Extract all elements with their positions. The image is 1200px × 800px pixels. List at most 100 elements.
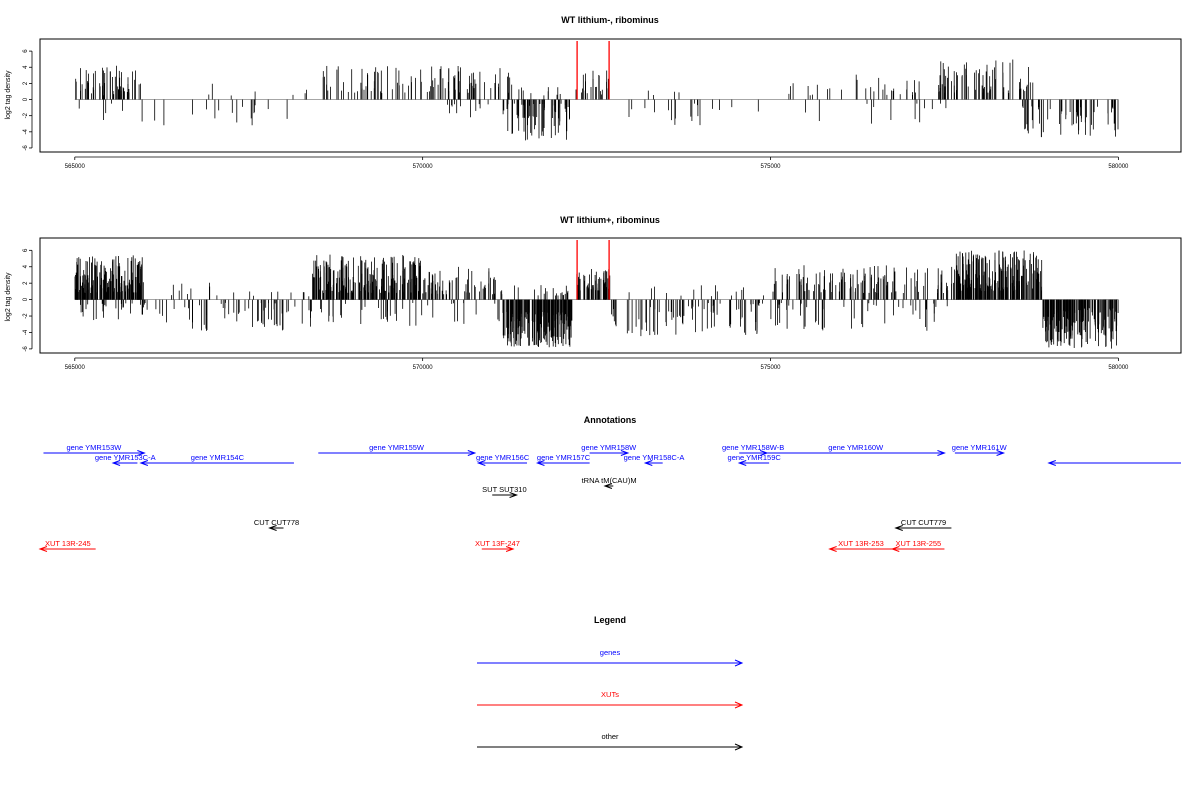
y-tick-label: 2 <box>23 281 29 285</box>
annotation-feature: gene YMR160W <box>767 443 946 456</box>
annotation-feature: gene YMR158W <box>581 443 637 456</box>
annotations-title: Annotations <box>584 415 637 425</box>
x-tick-label: 565000 <box>65 164 86 170</box>
panel-2-bars <box>74 240 1119 349</box>
legend-arrowhead <box>734 743 744 751</box>
feature-label: gene YMR157C <box>537 453 591 462</box>
feature-arrowhead <box>828 546 837 552</box>
panel-1-bars <box>74 41 1119 141</box>
x-tick-label: 575000 <box>761 365 782 371</box>
legend-items: genes XUTs other <box>477 648 744 751</box>
legend-label: genes <box>600 648 621 657</box>
feature-label: SUT SUT310 <box>482 485 526 494</box>
annotation-feature: XUT 13F-247 <box>475 539 520 552</box>
annotation-feature: gene YMR153C-A <box>95 453 156 466</box>
x-tick-label: 575000 <box>761 164 782 170</box>
feature-arrowhead <box>509 492 519 498</box>
annotation-feature: gene YMR157C <box>535 453 591 466</box>
y-tick-label: 0 <box>23 297 29 301</box>
y-tick-label: 6 <box>23 49 29 53</box>
feature-label: gene YMR153W <box>66 443 122 452</box>
feature-label: gene YMR158W <box>581 443 637 452</box>
panel-2-axes: -6 -4 -2 0 2 4 6 565000 570000 575000 580000 <box>23 248 1129 371</box>
feature-arrowhead <box>996 450 1006 456</box>
panel-2-frame <box>39 237 1182 354</box>
annotation-feature: CUT CUT779 <box>894 518 952 531</box>
legend-item-xuts: XUTs <box>477 690 744 709</box>
annotation-feature: XUT 13R-253 <box>828 539 893 552</box>
feature-label: gene YMR158W-B <box>722 443 784 452</box>
feature-arrowhead <box>139 460 149 466</box>
y-tick-label: 4 <box>23 65 29 69</box>
feature-label: gene YMR155W <box>369 443 425 452</box>
annotation-feature: CUT CUT778 <box>254 518 299 531</box>
feature-arrowhead <box>476 460 486 466</box>
y-tick-label: 0 <box>23 97 29 101</box>
feature-label: XUT 13F-247 <box>475 539 520 548</box>
feature-label: gene YMR159C <box>728 453 782 462</box>
y-tick-label: 6 <box>23 248 29 252</box>
feature-label: XUT 13R-245 <box>45 539 91 548</box>
panel-1-axes: -6 -4 -2 0 2 4 6 565000 570000 575000 580000 <box>23 49 1129 170</box>
y-tick-label: 2 <box>23 81 29 85</box>
annotation-feature: tRNA tM(CAU)M <box>582 476 637 489</box>
legend-item-other: other <box>477 732 744 751</box>
annotation-feature: gene YMR161W <box>952 443 1008 456</box>
y-tick-label: -6 <box>23 346 29 352</box>
annotation-feature: gene YMR155W <box>318 443 477 456</box>
legend-label: other <box>601 732 619 741</box>
feature-arrowhead <box>620 450 630 456</box>
annotation-feature: gene YMR159C <box>728 453 782 466</box>
legend-arrowhead <box>734 701 744 709</box>
feature-arrowhead <box>937 450 946 456</box>
feature-label: gene YMR156C <box>476 453 530 462</box>
legend-title: Legend <box>594 615 626 625</box>
track-panel-lithium-plus: WT lithium+, ribominus log2 tag density … <box>5 215 1182 371</box>
feature-arrowhead <box>603 483 613 489</box>
x-tick-label: 570000 <box>413 164 434 170</box>
feature-label: CUT CUT779 <box>901 518 946 527</box>
feature-label: XUT 13R-255 <box>896 539 942 548</box>
annotation-feature: SUT SUT310 <box>482 485 527 498</box>
annotation-feature: gene YMR156C <box>476 453 530 466</box>
feature-arrowhead <box>111 460 121 466</box>
feature-arrowhead <box>38 546 48 552</box>
feature-label: gene YMR158C-A <box>624 453 685 462</box>
legend-panel: Legend genes XUTs other <box>477 615 744 751</box>
feature-arrowhead <box>1047 460 1056 466</box>
panel-1-title: WT lithium-, ribominus <box>561 15 659 25</box>
feature-label: gene YMR161W <box>952 443 1008 452</box>
annotation-feature: gene YMR154C <box>139 453 294 466</box>
x-tick-label: 565000 <box>65 365 86 371</box>
feature-arrowhead <box>535 460 545 466</box>
panel-1-frame <box>39 38 1182 153</box>
legend-arrowhead <box>734 659 744 667</box>
y-tick-label: -2 <box>23 112 29 118</box>
annotation-feature: XUT 13R-255 <box>890 539 945 552</box>
annotation-feature <box>1047 460 1181 466</box>
feature-arrowhead <box>268 525 277 531</box>
feature-label: gene YMR160W <box>828 443 884 452</box>
feature-arrowhead <box>467 450 477 456</box>
legend-item-genes: genes <box>477 648 744 667</box>
y-tick-label: -6 <box>23 145 29 151</box>
annotation-feature: gene YMR153W <box>43 443 146 456</box>
legend-label: XUTs <box>601 690 619 699</box>
y-tick-label: 4 <box>23 264 29 268</box>
x-tick-label: 580000 <box>1108 365 1129 371</box>
annotation-feature: XUT 13R-245 <box>38 539 96 552</box>
x-tick-label: 580000 <box>1108 164 1129 170</box>
feature-arrowhead <box>643 460 653 466</box>
feature-arrowhead <box>137 450 146 456</box>
panel-2-title: WT lithium+, ribominus <box>560 215 660 225</box>
feature-label: XUT 13R-253 <box>838 539 884 548</box>
y-tick-label: -4 <box>23 329 29 335</box>
feature-label: gene YMR154C <box>191 453 245 462</box>
feature-arrowhead <box>890 546 900 552</box>
track-panel-lithium-minus: WT lithium-, ribominus log2 tag density … <box>5 15 1182 170</box>
annotation-feature: gene YMR158C-A <box>624 453 685 466</box>
feature-arrowhead <box>894 525 903 531</box>
